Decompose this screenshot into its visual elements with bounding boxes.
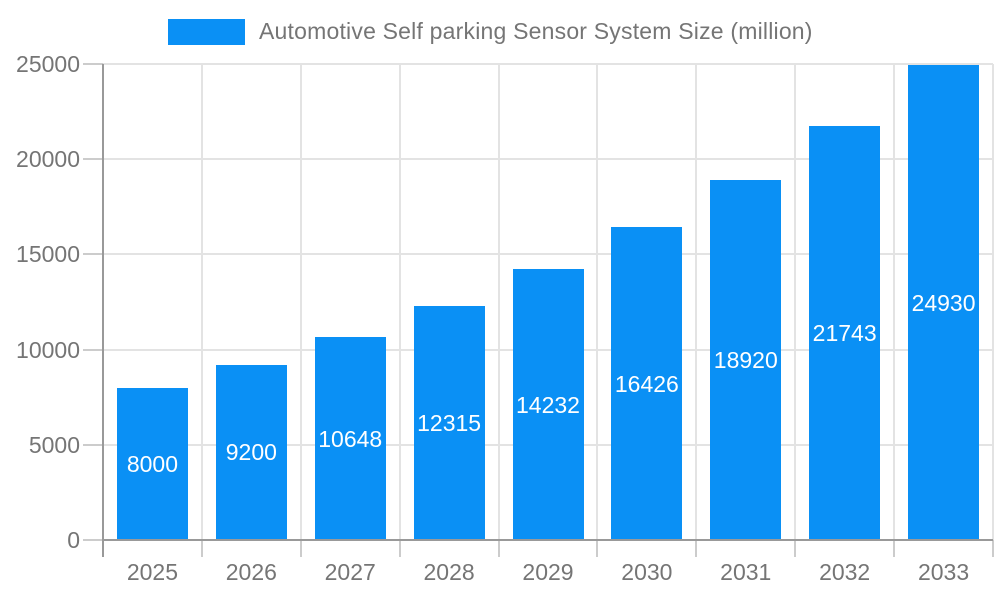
y-axis-tick [83,253,103,256]
plot-area: 0 5000 10000 15000 20000 25000 2025 8000 2026 920… [16,51,994,585]
x-tick-label: 2032 [819,559,871,585]
v-gridline [596,64,599,540]
bar: 10648 [314,337,386,540]
y-axis-tick [83,443,103,446]
x-tick-label: 2033 [917,559,970,585]
v-gridline [398,64,401,540]
y-tick-label: 10000 [16,336,80,363]
v-gridline [497,64,500,540]
x-tick-label: 2026 [225,559,277,585]
x-axis-tick [893,540,896,557]
y-axis-line [102,64,104,557]
bar-value-label: 16426 [614,370,679,397]
v-gridline [893,64,896,540]
bar: 24930 [908,65,980,540]
y-axis-tick [83,539,103,541]
legend-label: Automotive Self parking Sensor System Si… [259,18,813,44]
y-axis-tick [83,348,103,351]
bar-value-label: 9200 [225,439,277,466]
v-gridline [299,64,302,540]
bar-value-label: 21743 [812,319,877,346]
bar-value-label: 18920 [713,346,778,373]
x-tick-label: 2029 [522,559,574,585]
h-gridline [103,158,993,161]
bar: 16426 [611,227,683,540]
bar: 18920 [710,179,782,540]
bar: 12315 [413,305,485,540]
x-axis-tick [299,540,302,557]
y-tick-label: 15000 [16,241,80,268]
bar: 9200 [215,364,287,540]
legend-swatch [168,18,245,45]
bar-value-label: 8000 [126,450,179,477]
x-tick-label: 2025 [126,559,179,585]
x-tick-label: 2031 [720,559,772,585]
h-gridline [103,63,993,65]
x-axis-tick [794,540,797,557]
bar-value-label: 14232 [516,391,580,418]
x-axis-tick [992,540,994,557]
x-tick-label: 2028 [423,559,475,585]
v-gridline [992,64,994,540]
y-tick-label: 5000 [28,431,80,458]
bar-value-label: 24930 [911,289,976,316]
h-gridline [103,253,993,256]
bar-value-label: 10648 [318,425,383,452]
x-axis-tick [695,540,698,557]
x-axis-tick [497,540,500,557]
y-tick-label: 25000 [16,51,80,77]
x-tick-label: 2027 [324,559,376,585]
x-axis-tick [200,540,203,557]
bar-value-label: 12315 [417,409,482,436]
y-tick-label: 0 [67,527,80,553]
y-tick-label: 20000 [16,146,80,173]
chart-legend[interactable]: Automotive Self parking Sensor System Si… [168,18,813,45]
y-axis-tick [83,158,103,161]
y-axis-tick [83,63,103,65]
v-gridline [695,64,698,540]
bar: 8000 [116,387,188,540]
bar: 21743 [809,126,881,540]
v-gridline [200,64,203,540]
bar: 14232 [512,269,584,540]
v-gridline [794,64,797,540]
x-axis-tick [398,540,401,557]
x-axis-line [103,539,993,541]
x-tick-label: 2030 [621,559,673,585]
x-axis-tick [596,540,599,557]
